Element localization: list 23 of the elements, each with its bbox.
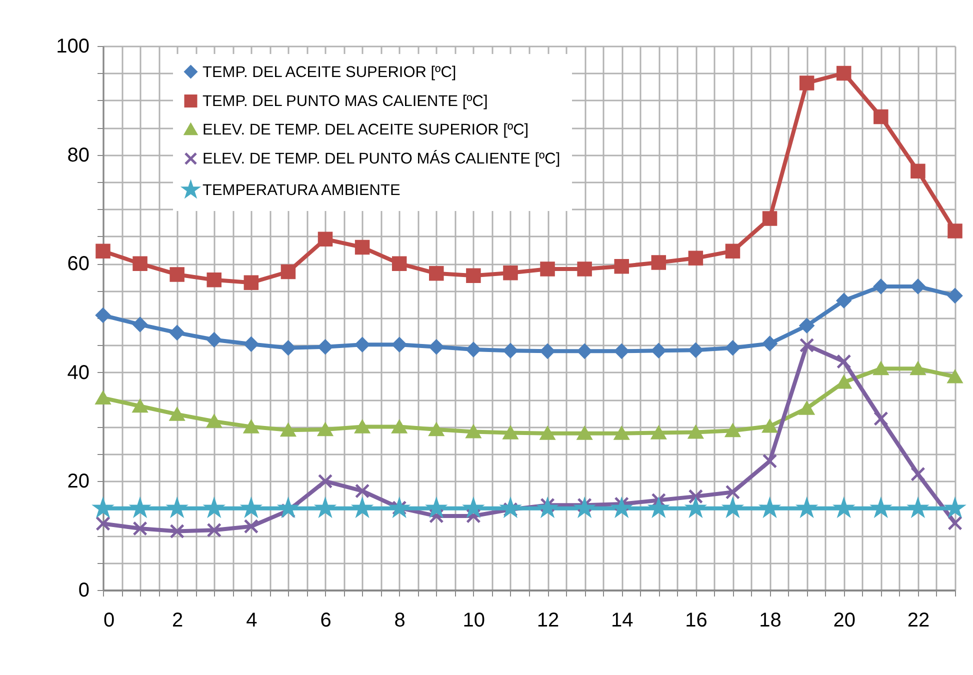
y-tick-label: 40 xyxy=(67,362,90,384)
x-tick-label: 0 xyxy=(104,610,115,632)
legend-label: ELEV. DE TEMP. DEL ACEITE SUPERIOR [ºC] xyxy=(202,121,529,138)
y-tick-label: 80 xyxy=(67,144,90,166)
x-tick-label: 12 xyxy=(536,610,560,632)
x-tick-label: 22 xyxy=(907,610,930,632)
x-tick-label: 16 xyxy=(685,610,708,632)
y-tick-label: 100 xyxy=(56,36,90,58)
x-tick-label: 18 xyxy=(759,610,782,632)
y-tick-label: 20 xyxy=(67,470,90,493)
x-tick-label: 4 xyxy=(246,610,258,632)
y-tick-label: 60 xyxy=(67,253,90,276)
x-tick-label: 10 xyxy=(462,610,486,632)
x-tick-label: 2 xyxy=(172,610,184,632)
y-tick-label: 0 xyxy=(78,580,90,602)
x-tick-label: 20 xyxy=(833,610,856,632)
x-tick-label: 8 xyxy=(394,610,406,632)
legend-label: ELEV. DE TEMP. DEL PUNTO MÁS CALIENTE [ºC] xyxy=(202,150,560,168)
legend-label: TEMP. DEL PUNTO MAS CALIENTE [ºC] xyxy=(202,93,488,110)
x-tick-label: 6 xyxy=(320,610,332,632)
x-tick-label: 14 xyxy=(610,610,634,632)
legend-label: TEMP. DEL ACEITE SUPERIOR [ºC] xyxy=(202,64,456,81)
legend-label: TEMPERATURA AMBIENTE xyxy=(202,182,400,199)
